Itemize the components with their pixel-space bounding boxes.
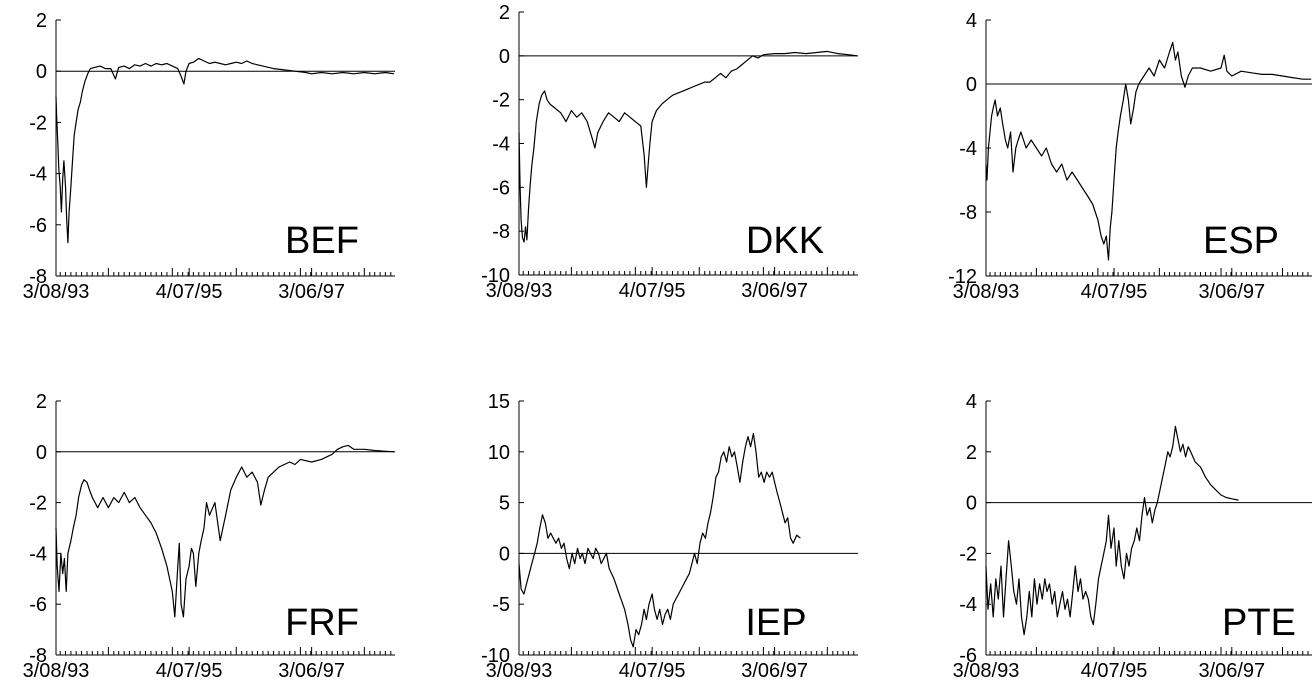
panel-frf-y-tick-label: -2 [29,493,47,515]
panel-dkk-series-line [518,50,858,243]
panel-esp-x-tick-label: 3/08/93 [953,281,1020,303]
panel-frf-x-tick-label: 4/07/95 [156,660,223,682]
panel-bef-x-tick-label: 4/07/95 [156,281,223,303]
panel-frf-x-tick-label: 3/08/93 [23,660,90,682]
panel-frf-y-tick-label: -8 [29,645,47,667]
panel-frf-y-tick-label: -6 [29,594,47,616]
panel-iep: 15 10 5 0 -5 -103/08/93 4/07/95 3/06/97 IEP [481,391,858,682]
panel-pte: 4 2 0 -2 -4 -63/08/93 4/07/95 3/06/97 PTE [953,391,1312,682]
panel-iep-y-tick-label: -10 [481,645,510,667]
panel-bef: 2 0 -2 -4 -6 -83/08/93 4/07/95 3/06/97 BEF [23,10,395,303]
panel-bef-y-tick-label: 2 [36,10,47,32]
panel-iep-y-tick-label: 5 [499,493,510,515]
panel-frf-y-tick-label: -4 [29,543,47,565]
panel-esp-y-tick-label: 0 [966,74,977,96]
panel-bef-y-tick-label: -4 [29,164,47,186]
panel-pte-y-tick-label: -4 [959,594,977,616]
panel-dkk-x-tick-label: 4/07/95 [619,280,686,302]
panel-bef-y-tick-label: -6 [29,215,47,237]
panel-esp: 4 0 -4 -8 -123/08/93 4/07/95 3/06/97 ESP [948,10,1312,303]
panel-dkk-x-tick-label: 3/08/93 [486,280,553,302]
panel-frf-x-tick-label: 3/06/97 [278,660,345,682]
panel-esp-y-tick-label: -4 [959,138,977,160]
panel-esp-y-tick-label: -8 [959,202,977,224]
panel-pte-y-tick-label: 4 [966,391,977,413]
panel-pte-y-tick-label: -6 [959,645,977,667]
panel-iep-y-tick-label: 15 [488,391,510,413]
panel-dkk-y-tick-label: -2 [492,90,510,112]
panel-esp-x-tick-label: 3/06/97 [1198,281,1265,303]
panel-pte-x-tick-label: 3/06/97 [1198,660,1265,682]
panel-iep-label: IEP [745,602,806,644]
panel-iep-x-tick-label: 4/07/95 [619,660,686,682]
panel-iep-series-line [518,432,801,648]
panel-dkk-x-tick-label: 3/06/97 [741,280,808,302]
panel-frf-series-line [55,444,395,618]
panel-bef-series-line [55,57,395,244]
panel-iep-y-tick-label: 10 [488,442,510,464]
panel-bef-y-tick-label: 0 [36,61,47,83]
panel-dkk-y-tick-label: -6 [492,177,510,199]
panel-esp-x-tick-label: 4/07/95 [1081,281,1148,303]
panel-pte-y-tick-label: -2 [959,543,977,565]
panel-pte-x-tick-label: 3/08/93 [953,660,1020,682]
panel-frf: 2 0 -2 -4 -6 -83/08/93 4/07/95 3/06/97 FRF [23,391,395,682]
panel-pte-series-line [985,425,1239,636]
panel-dkk: 2 0 -2 -4 -6 -8 -103/08/93 4/07/95 3/06/97 DKK [481,2,858,302]
panel-dkk-label: DKK [746,220,824,262]
panel-esp-y-tick-label: -12 [948,266,977,288]
panel-dkk-y-tick-label: 2 [499,2,510,24]
panel-bef-y-tick-label: -2 [29,112,47,134]
panel-pte-label: PTE [1222,602,1296,644]
panel-bef-label: BEF [285,220,359,262]
panel-iep-y-tick-label: 0 [499,543,510,565]
panel-dkk-y-tick-label: -8 [492,221,510,243]
panel-dkk-y-tick-label: -10 [481,265,510,287]
panel-esp-series-line [985,41,1312,261]
panel-esp-label: ESP [1203,220,1279,262]
panel-pte-y-tick-label: 2 [966,442,977,464]
panel-pte-y-tick-label: 0 [966,493,977,515]
panel-frf-y-tick-label: 2 [36,391,47,413]
panel-pte-x-tick-label: 4/07/95 [1081,660,1148,682]
panel-bef-y-tick-label: -8 [29,266,47,288]
panel-dkk-y-tick-label: -4 [492,134,510,156]
panel-iep-y-tick-label: -5 [492,594,510,616]
panel-esp-y-tick-label: 4 [966,10,977,32]
panel-bef-x-tick-label: 3/06/97 [278,281,345,303]
panel-iep-x-tick-label: 3/06/97 [741,660,808,682]
panel-iep-x-tick-label: 3/08/93 [486,660,553,682]
panel-dkk-y-tick-label: 0 [499,46,510,68]
panel-frf-label: FRF [285,602,359,644]
panel-frf-y-tick-label: 0 [36,442,47,464]
panel-bef-x-tick-label: 3/08/93 [23,281,90,303]
